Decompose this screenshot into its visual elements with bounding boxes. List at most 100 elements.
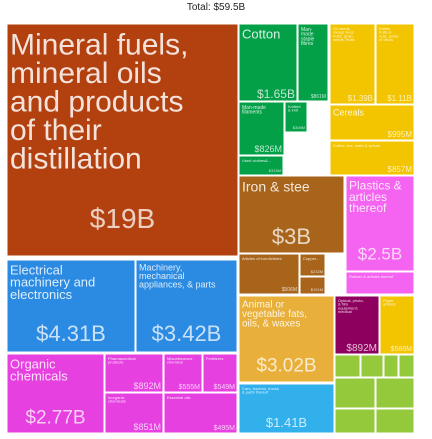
treemap-tile-essential-oils: Essential oils $495M bbox=[163, 392, 238, 434]
chart-title: Total: $59.5B bbox=[186, 2, 246, 13]
tile-subdivision bbox=[383, 354, 399, 378]
treemap-tile-other-metals: $191M bbox=[299, 276, 326, 295]
tile-subdivision bbox=[334, 408, 376, 434]
tile-value-inorganic-chemicals: $851M bbox=[133, 422, 161, 432]
treemap-tile-optical-photo: Optical, photo, & film equipment; medical $8… bbox=[334, 295, 380, 355]
tile-value-copper: $232M bbox=[311, 269, 323, 274]
treemap-tile-electrical-machinery: Electrical machinery and electronics $4.31B bbox=[6, 259, 136, 353]
treemap-tile-articles-iron-steel: Articles of iron/Articles $506M bbox=[238, 253, 300, 295]
tile-rect-cereals bbox=[329, 104, 415, 141]
tile-rect-knitted-fabrics bbox=[284, 101, 308, 133]
tile-label-mineral-fuels: Mineral fuels, mineral oils and products of… bbox=[10, 29, 188, 176]
tile-label-cotton: Cotton bbox=[242, 26, 280, 41]
treemap-tile-fertilizers: Fertilizers $549M bbox=[202, 353, 238, 393]
treemap-tile-knitted-fabrics: Knitted & knit $306M bbox=[284, 101, 308, 133]
tile-rect-oil-seeds bbox=[329, 23, 376, 105]
tile-label-copper: Copper... bbox=[303, 256, 319, 261]
tile-rect-man-made-staple-fibres bbox=[297, 23, 329, 102]
tile-rect-organic-chemicals bbox=[6, 353, 105, 434]
tile-subdivision bbox=[284, 132, 308, 156]
tile-label-machinery: Machinery, mechanical appliances, & parts bbox=[139, 263, 216, 290]
tile-rect-machinery bbox=[135, 259, 238, 353]
tile-value-man-made-staple-fibres: $861M bbox=[311, 94, 326, 100]
tile-value-iron-steel: $3B bbox=[272, 224, 311, 249]
tile-subdivision bbox=[306, 155, 329, 176]
tile-subdivision bbox=[334, 354, 361, 378]
tile-rect-electrical-machinery bbox=[6, 259, 136, 353]
treemap-tile-oil-seeds: Oil seeds, oleagi nous fruits, grain, seeds… bbox=[329, 23, 376, 105]
treemap-tile-paper-articles: Paper articles $586M bbox=[379, 295, 415, 355]
tile-rect-iron-steel bbox=[238, 175, 345, 254]
tile-label-cars-trucks: Cars, tractors, trucks & parts thereof bbox=[242, 386, 279, 395]
tile-label-pharmaceutical: Pharmaceutical products bbox=[108, 356, 136, 365]
treemap-tile-man-made-staple-fibres: Man-made staple fibres $861M bbox=[297, 23, 329, 102]
tile-rect-fertilizers bbox=[202, 353, 238, 393]
tile-rect-copper bbox=[299, 253, 326, 277]
treemap-tile-machinery: Machinery, mechanical appliances, & parts $… bbox=[135, 259, 238, 353]
tile-value-oil-seeds: $1.39B bbox=[348, 94, 373, 103]
tile-value-animal-vegetable-fats: $3.02B bbox=[256, 356, 316, 377]
tile-label-man-made-filaments: Man-made filaments bbox=[242, 105, 266, 116]
tile-value-coffee-tea: $857M bbox=[388, 165, 413, 174]
tile-label-used-clothing: Used clothes&... bbox=[242, 158, 271, 163]
treemap-tile-man-made-filaments: Man-made filaments $826M bbox=[238, 101, 285, 156]
tile-value-plastics: $2.5B bbox=[358, 245, 402, 264]
tile-rect-pharmaceutical bbox=[104, 353, 164, 393]
tile-value-edible-fruit: $1.11B bbox=[387, 94, 412, 103]
tile-rect-other-metals bbox=[299, 276, 326, 295]
tile-label-man-made-staple-fibres: Man-made staple fibres bbox=[301, 27, 315, 47]
tile-value-man-made-filaments: $826M bbox=[254, 144, 282, 154]
tile-rect-edible-fruit bbox=[375, 23, 415, 105]
treemap-tile-cars-trucks: Cars, tractors, trucks & parts thereof $1.… bbox=[238, 383, 335, 434]
tile-value-other-metals: $191M bbox=[311, 287, 323, 292]
tile-value-used-clothing: $315M bbox=[269, 168, 281, 173]
treemap-tile-cotton: Cotton $1.65B bbox=[238, 23, 298, 102]
treemap-tile-rubber: Rubber & articles thereof bbox=[345, 271, 415, 295]
tile-subdivision bbox=[375, 377, 415, 409]
treemap-tile-miscellaneous-chemicals: Miscellaneous chemical $555M bbox=[163, 353, 203, 393]
tile-label-iron-steel: Iron & stee bbox=[242, 178, 310, 194]
tile-label-essential-oils: Essential oils bbox=[167, 395, 190, 400]
tile-value-cars-trucks: $1.41B bbox=[266, 415, 307, 430]
tile-rect-mineral-fuels bbox=[6, 23, 239, 257]
tile-subdivision bbox=[334, 377, 376, 409]
tile-rect-used-clothing bbox=[238, 155, 284, 176]
tile-rect-articles-iron-steel bbox=[238, 253, 300, 295]
tile-value-mineral-fuels: $19B bbox=[90, 203, 155, 234]
tile-label-knitted-fabrics: Knitted & knit bbox=[288, 104, 300, 113]
tile-value-essential-oils: $495M bbox=[214, 425, 236, 432]
tile-label-rubber: Rubber & articles thereof bbox=[349, 274, 394, 279]
tile-label-fertilizers: Fertilizers bbox=[206, 356, 223, 361]
treemap-tile-cereals: Cereals $995M bbox=[329, 104, 415, 141]
tile-rect-paper-articles bbox=[379, 295, 415, 355]
tile-label-organic-chemicals: Organic chemicals bbox=[10, 356, 68, 383]
tile-subdivision bbox=[307, 132, 329, 156]
tile-label-inorganic-chemicals: Inorganic chemicals bbox=[108, 395, 126, 404]
treemap-tile-inorganic-chemicals: Inorganic chemicals $851M bbox=[104, 392, 164, 434]
tile-label-paper-articles: Paper articles bbox=[383, 298, 396, 307]
tile-label-articles-iron-steel: Articles of iron/Articles bbox=[242, 256, 282, 261]
tile-value-cereals: $995M bbox=[388, 130, 413, 139]
tile-subdivision bbox=[307, 101, 329, 133]
tile-subdivision bbox=[375, 408, 415, 434]
tile-label-edible-fruit: Edible fruits & nuts, peels of citrus bbox=[379, 26, 398, 42]
tile-value-cotton: $1.65B bbox=[257, 87, 295, 101]
tile-rect-inorganic-chemicals bbox=[104, 392, 164, 434]
tile-label-miscellaneous-chemicals: Miscellaneous chemical bbox=[167, 356, 192, 365]
tile-subdivision bbox=[360, 354, 384, 378]
tile-value-paper-articles: $586M bbox=[391, 346, 413, 353]
tile-value-fertilizers: $549M bbox=[214, 384, 236, 391]
tile-label-cereals: Cereals bbox=[333, 108, 365, 118]
treemap-tile-plastics: Plastics & articles thereof $2.5B bbox=[345, 175, 415, 272]
treemap-tile-used-clothing: Used clothes&... $315M bbox=[238, 155, 284, 176]
tile-label-coffee-tea: Coffee, tea, mate & spices bbox=[333, 143, 380, 148]
tile-label-electrical-machinery: Electrical machinery and electronics bbox=[10, 262, 95, 302]
treemap-tile-animal-vegetable-fats: Animal or vegetable fats, oils, & waxes $3.… bbox=[238, 295, 335, 383]
tile-subdivision bbox=[283, 155, 307, 176]
tile-rect-plastics bbox=[345, 175, 415, 272]
tile-label-optical-photo: Optical, photo, & film equipment; medical bbox=[338, 298, 364, 314]
tile-rect-man-made-filaments bbox=[238, 101, 285, 156]
tile-rect-essential-oils bbox=[163, 392, 238, 434]
treemap-tile-organic-chemicals: Organic chemicals $2.77B bbox=[6, 353, 105, 434]
